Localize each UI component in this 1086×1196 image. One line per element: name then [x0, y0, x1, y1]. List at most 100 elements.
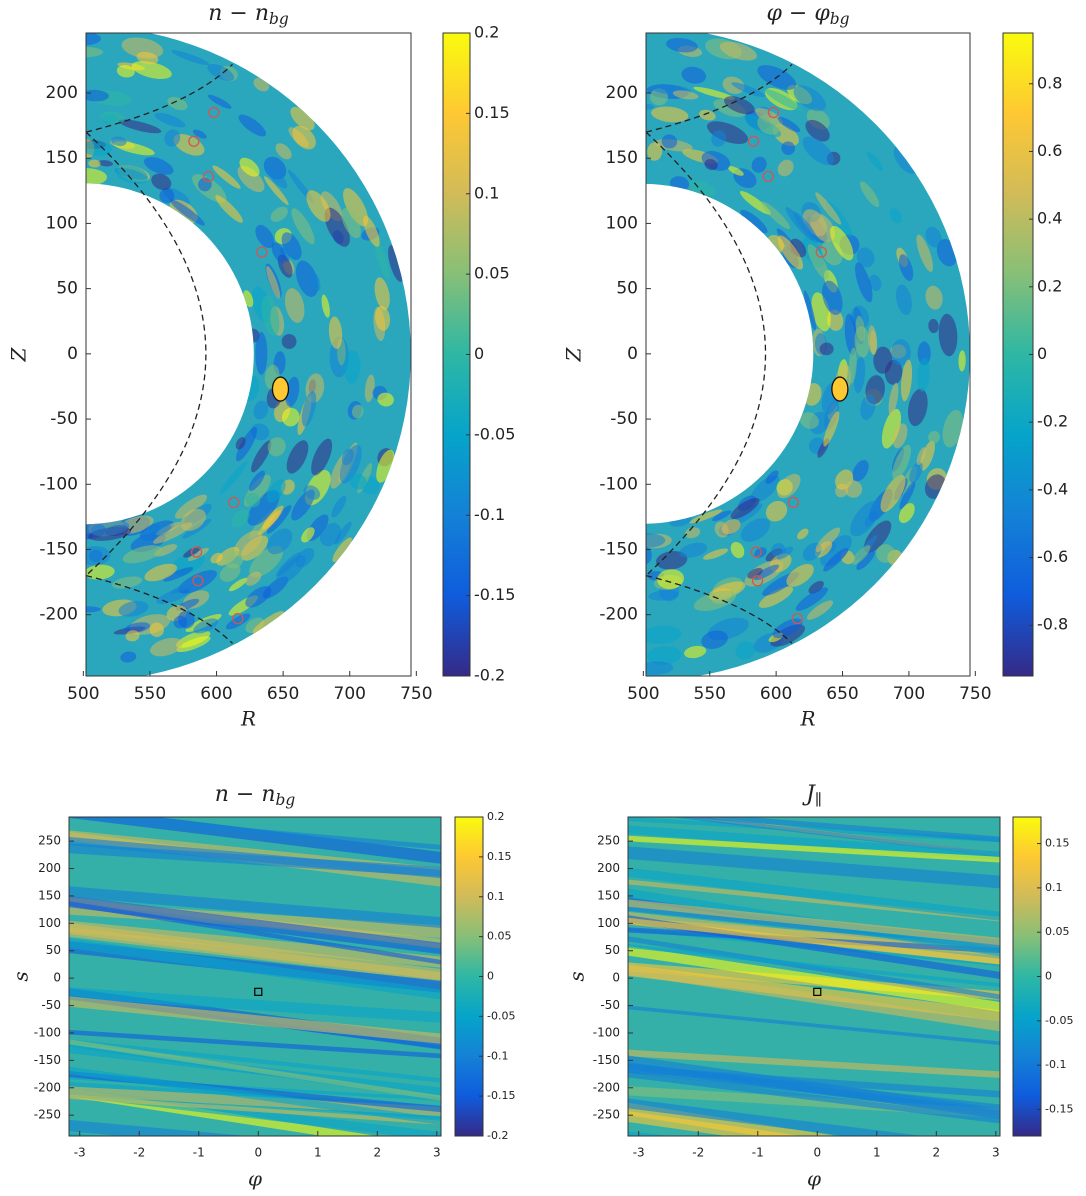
- plot-frame: [68, 816, 442, 1137]
- y-tick-label: 200: [38, 861, 61, 875]
- field-blob: [803, 290, 816, 331]
- field-blob: [118, 119, 162, 134]
- y-axis-label: Z: [562, 346, 586, 362]
- field-blob: [856, 550, 876, 571]
- y-tick-label: -100: [39, 474, 78, 494]
- chart-title: J∥: [802, 782, 822, 809]
- field-blob: [672, 90, 699, 100]
- field-band: [628, 899, 1000, 946]
- contour: [831, 376, 849, 402]
- field-blob: [888, 382, 899, 416]
- field-blob: [238, 114, 267, 137]
- field-blob: [958, 350, 966, 372]
- field-blob: [187, 547, 209, 562]
- field-blob: [869, 274, 882, 291]
- field-blob: [909, 461, 923, 483]
- field-band: [69, 1066, 441, 1125]
- x-tick-label: 3: [433, 1146, 441, 1160]
- y-tick-label: 150: [606, 148, 638, 168]
- field-blob: [898, 503, 915, 524]
- y-tick-label: 200: [597, 861, 620, 875]
- x-tick-label: 0: [813, 1146, 821, 1160]
- field-blob: [793, 85, 827, 112]
- field-blob: [286, 440, 309, 474]
- field-blob: [805, 119, 830, 142]
- plot-frame: [645, 32, 971, 677]
- chart-title: n − nbg: [215, 782, 296, 809]
- field-blob: [765, 470, 779, 484]
- colorbar-tick-label: 0.1: [1045, 881, 1063, 894]
- field-blob: [899, 481, 916, 510]
- field-blob: [917, 357, 930, 392]
- chart-title: n − nbg: [208, 1, 289, 28]
- field-blob: [797, 528, 809, 540]
- field-blob: [850, 500, 880, 537]
- field-blob: [655, 550, 688, 570]
- field-band: [69, 886, 441, 929]
- field-blob: [823, 411, 840, 447]
- y-tick-label: -100: [593, 1025, 620, 1039]
- field-blob: [308, 271, 321, 292]
- colorbar-tick-label: 0.2: [487, 810, 505, 823]
- field-blob: [807, 244, 829, 280]
- field-blob: [880, 474, 906, 513]
- separatrix: [646, 63, 793, 133]
- marker: [787, 496, 800, 509]
- x-tick-label: 1: [873, 1146, 881, 1160]
- y-tick-label: 50: [616, 279, 638, 299]
- colorbar-tick-label: 0.1: [474, 183, 499, 202]
- field-blob: [938, 313, 958, 357]
- field-blob: [898, 254, 914, 281]
- field-blob: [819, 342, 834, 356]
- field-blob: [154, 112, 186, 128]
- chart-title: φ − φbg: [767, 1, 850, 28]
- y-tick-label: -150: [599, 539, 638, 559]
- colorbar-tick-label: -0.2: [487, 1129, 508, 1142]
- field-blob: [292, 125, 316, 150]
- ring-field: [646, 33, 970, 676]
- field-band: [69, 1094, 441, 1125]
- field-blob: [646, 625, 682, 644]
- field-blob: [344, 350, 361, 384]
- colorbar-tick-label: -0.05: [487, 1009, 515, 1022]
- field-blob: [730, 541, 745, 559]
- field-blob: [375, 305, 391, 331]
- colorbar-tick-label: -0.2: [1037, 412, 1068, 431]
- field-band: [628, 825, 1000, 861]
- field-blob: [131, 61, 172, 79]
- field-blob: [255, 331, 268, 375]
- field-blob: [917, 341, 931, 366]
- y-tick-label: 50: [605, 943, 620, 957]
- field-blob: [777, 235, 804, 270]
- marker: [747, 135, 760, 147]
- field-blob: [149, 622, 164, 638]
- field-blob: [341, 208, 361, 239]
- field-band: [69, 1039, 441, 1101]
- field-blob: [207, 94, 232, 109]
- field-blob: [306, 190, 331, 222]
- field-band: [628, 867, 1000, 921]
- x-tick-label: 700: [893, 684, 925, 704]
- x-tick-label: -3: [633, 1146, 645, 1160]
- field-blob: [881, 408, 902, 449]
- field-blob: [869, 330, 878, 356]
- colorbar: [1012, 816, 1042, 1137]
- marker: [202, 170, 215, 183]
- field-blob: [730, 497, 760, 519]
- title-subscript: bg: [276, 791, 296, 809]
- field-blob: [776, 546, 794, 560]
- field-blob: [86, 606, 101, 613]
- x-tick-label: 600: [760, 684, 792, 704]
- marker: [815, 246, 827, 258]
- field-blob: [855, 262, 873, 303]
- field-blob: [111, 136, 127, 147]
- field-blob: [144, 563, 178, 582]
- field-blob: [826, 309, 844, 331]
- x-tick-label: 500: [627, 684, 659, 704]
- field-blob: [86, 33, 102, 46]
- field-blob: [253, 400, 269, 420]
- field-blob: [786, 564, 814, 587]
- marker: [256, 246, 268, 258]
- field-blob: [290, 106, 315, 131]
